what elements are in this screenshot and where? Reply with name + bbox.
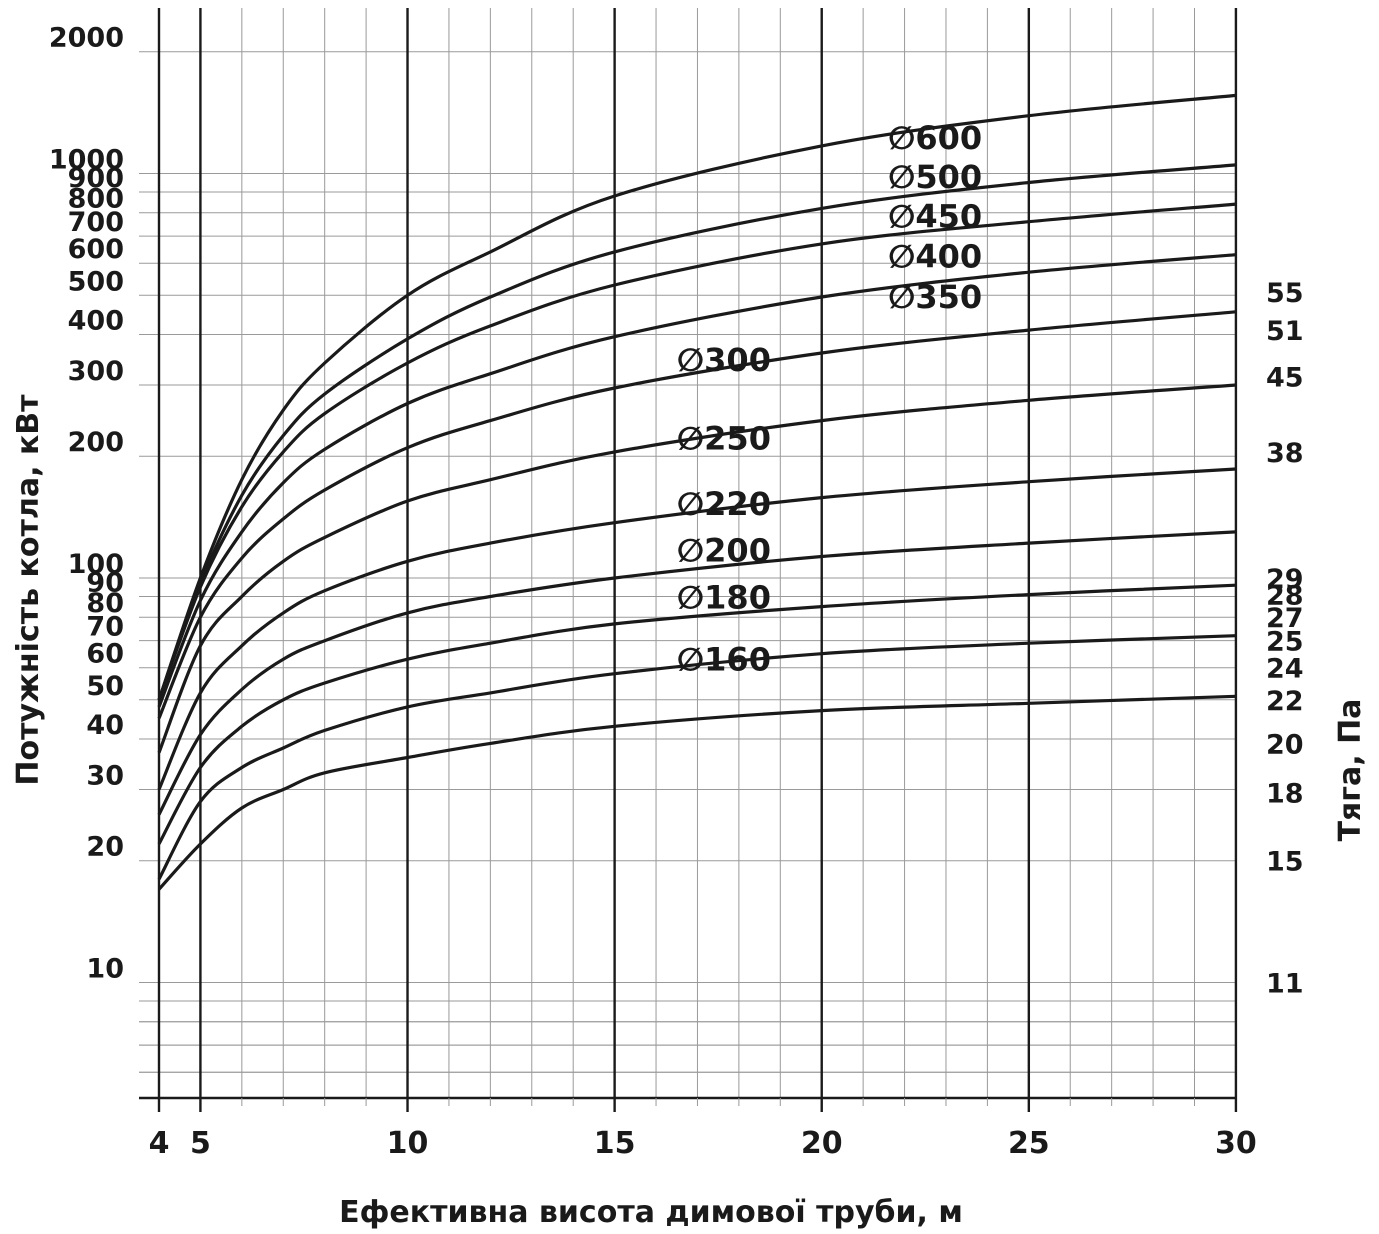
series-label: ∅220 — [677, 485, 771, 523]
x-tick-label: 15 — [594, 1126, 636, 1161]
y2-tick-label: 18 — [1266, 778, 1304, 809]
series-label: ∅450 — [888, 198, 982, 236]
y-tick-label: 400 — [68, 305, 124, 336]
y2-tick-label: 25 — [1266, 627, 1304, 658]
series-curve — [157, 583, 1236, 845]
y-tick-label: 20 — [86, 832, 124, 863]
y-axis-title: Потужність котла, кВт — [11, 394, 46, 786]
series-curve — [157, 93, 1237, 701]
y2-tick-label: 24 — [1266, 654, 1304, 685]
series-curve — [157, 467, 1236, 791]
series-label: ∅400 — [888, 238, 982, 276]
series-label: ∅250 — [677, 419, 771, 457]
y-tick-label: 100 — [68, 549, 124, 580]
axes — [139, 1096, 1238, 1112]
series-curve — [157, 163, 1237, 701]
y-tick-label: 40 — [86, 710, 124, 741]
y2-tick-label: 38 — [1266, 438, 1304, 469]
x-tick-label: 4 — [149, 1126, 170, 1161]
series-curve — [157, 253, 1237, 708]
y-tick-label: 900 — [68, 163, 124, 194]
series-curve — [157, 310, 1237, 719]
x-tick-label: 20 — [801, 1126, 843, 1161]
series-curves — [157, 93, 1237, 891]
y-tick-label: 700 — [68, 207, 124, 238]
series-label: ∅300 — [677, 341, 771, 379]
y-tick-label: 2000 — [49, 23, 124, 54]
series-labels: ∅600∅500∅450∅400∅350 ∅300 ∅250 ∅220 ∅200 ∅180… — [677, 119, 982, 679]
y-tick-label: 70 — [86, 612, 124, 643]
y2-tick-label: 28 — [1266, 581, 1304, 612]
y-tick-label: 90 — [86, 568, 124, 599]
y2-tick-label: 27 — [1266, 603, 1304, 634]
y2-tick-label: 45 — [1266, 362, 1304, 393]
series-label: ∅200 — [677, 531, 771, 569]
y-tick-label: 10 — [86, 954, 124, 985]
y-tick-label: 200 — [68, 427, 124, 458]
y2-axis-title: Тяга, Па — [1333, 699, 1368, 842]
series-label: ∅350 — [888, 278, 982, 316]
y2-tick-label: 55 — [1266, 278, 1304, 309]
series-curve — [157, 383, 1237, 754]
y2-tick-label: 51 — [1266, 316, 1304, 347]
x-tick-label: 30 — [1215, 1126, 1257, 1161]
y-tick-label: 80 — [86, 588, 124, 619]
y-tick-label: 800 — [68, 184, 124, 215]
y-tick-label: 1000 — [49, 145, 124, 176]
y-tick-label: 30 — [86, 761, 124, 792]
x-tick-label: 10 — [387, 1126, 429, 1161]
y2-tick-label: 22 — [1266, 686, 1304, 717]
series-label: ∅180 — [677, 579, 771, 617]
y-tick-label: 60 — [86, 639, 124, 670]
y-tick-label: 300 — [68, 356, 124, 387]
y2-tick-label: 29 — [1266, 564, 1304, 595]
y-tick-label: 600 — [68, 234, 124, 265]
y2-tick-label: 15 — [1266, 847, 1304, 878]
series-label: ∅500 — [888, 158, 982, 196]
series-curve — [157, 634, 1236, 880]
y-tick-label: 50 — [86, 671, 124, 702]
x-tick-label: 25 — [1008, 1126, 1050, 1161]
series-curve — [157, 202, 1237, 701]
series-label: ∅160 — [677, 641, 771, 679]
x-tick-label: 5 — [190, 1126, 211, 1161]
y2-tick-label: 20 — [1266, 729, 1304, 760]
y-tick-label: 500 — [68, 266, 124, 297]
series-curve — [157, 530, 1236, 816]
x-axis-title: Ефективна висота димової труби, м — [339, 1195, 963, 1230]
series-curve — [157, 694, 1236, 891]
series-label: ∅600 — [888, 119, 982, 157]
y2-tick-label: 11 — [1266, 969, 1304, 1000]
